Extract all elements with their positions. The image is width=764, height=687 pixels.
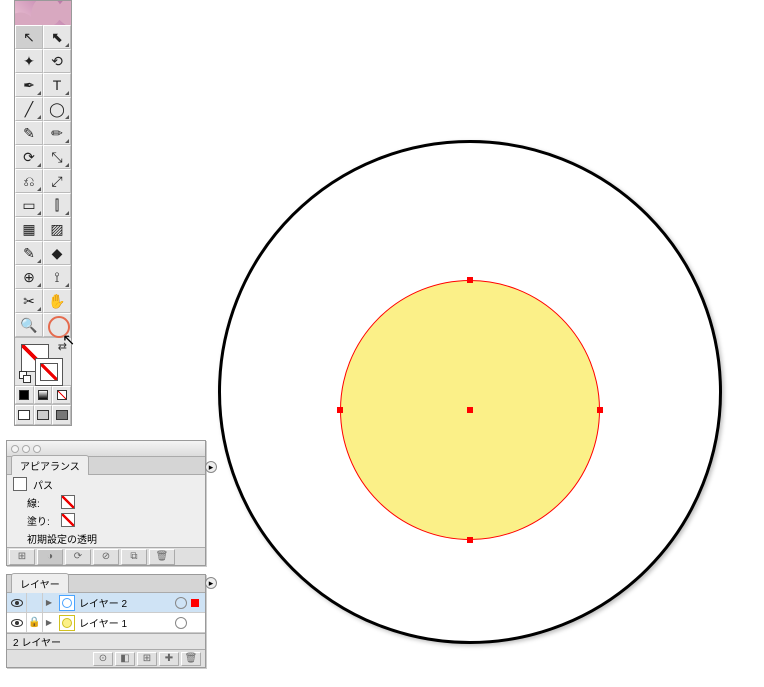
free-transform-tool[interactable]: ⤢ xyxy=(43,169,71,193)
stroke-swatch[interactable] xyxy=(35,358,63,386)
appearance-clear-button[interactable]: ⊘ xyxy=(93,549,119,565)
eyedropper-tool[interactable]: ✎ xyxy=(15,241,43,265)
appearance-duplicate-button[interactable]: ⧉ xyxy=(121,549,147,565)
screen-mode-row xyxy=(15,405,71,425)
default-fill-stroke-icon[interactable] xyxy=(19,371,31,383)
screen-mode-full[interactable] xyxy=(52,405,71,425)
selection-anchor[interactable] xyxy=(597,407,603,413)
layers-panel-footer: ⊙ ◧ ⊞ ✚ 🗑 xyxy=(7,649,205,667)
scale-tool[interactable]: ⤡ xyxy=(43,145,71,169)
layer-row[interactable]: ▶ レイヤー 2 xyxy=(7,593,205,613)
appearance-object-type: パス xyxy=(33,477,53,492)
toolbox-panel: ↖⬉✦⟲✒T╱◯✎✏⟳⤡⎌⤢▭⫿▦▨✎◆⊕⟟✂✋🔍 ⇄ xyxy=(14,0,72,426)
blend-tool[interactable]: ◆ xyxy=(43,241,71,265)
eye-icon xyxy=(11,599,23,607)
layer-name-label[interactable]: レイヤー 1 xyxy=(79,615,175,630)
appearance-panel-menu-icon[interactable]: ▸ xyxy=(205,461,217,473)
zoom-tool[interactable]: 🔍 xyxy=(15,313,43,337)
appearance-object-thumb xyxy=(13,477,27,491)
swap-fill-stroke-icon[interactable]: ⇄ xyxy=(58,340,67,353)
selection-anchor[interactable] xyxy=(467,277,473,283)
appearance-new-stroke-button[interactable]: ◑ xyxy=(37,549,63,565)
lasso-tool[interactable]: ⟲ xyxy=(43,49,71,73)
selection-tool[interactable]: ↖ xyxy=(15,25,43,49)
color-mode-solid[interactable] xyxy=(15,386,34,404)
appearance-stroke-swatch[interactable] xyxy=(61,495,75,509)
color-mode-gradient[interactable] xyxy=(34,386,53,404)
layers-delete-button[interactable]: 🗑 xyxy=(181,652,201,666)
appearance-new-fill-button[interactable]: ⊞ xyxy=(9,549,35,565)
gradient-tool[interactable]: ▨ xyxy=(43,217,71,241)
type-tool[interactable]: T xyxy=(43,73,71,97)
color-mode-none[interactable] xyxy=(52,386,71,404)
scissors-tool[interactable]: ✂ xyxy=(15,289,43,313)
screen-mode-full-menu[interactable] xyxy=(34,405,53,425)
line-tool[interactable]: ╱ xyxy=(15,97,43,121)
selection-anchor[interactable] xyxy=(337,407,343,413)
layer-selection-indicator xyxy=(191,619,199,627)
mesh-tool[interactable]: ▦ xyxy=(15,217,43,241)
layers-tab[interactable]: レイヤー xyxy=(11,573,69,593)
appearance-panel-footer: ⊞ ◑ ⟳ ⊘ ⧉ 🗑 xyxy=(7,547,205,565)
direct-selection-tool[interactable]: ⬉ xyxy=(43,25,71,49)
layer-disclosure-icon[interactable]: ▶ xyxy=(43,593,55,612)
warp-tool[interactable]: ⎌ xyxy=(15,169,43,193)
appearance-opacity-label: 初期設定の透明 xyxy=(27,531,97,546)
appearance-stroke-label: 線: xyxy=(27,495,55,510)
appearance-fill-swatch[interactable] xyxy=(61,513,75,527)
layer-lock-toggle[interactable] xyxy=(27,593,43,612)
layer-target-icon[interactable] xyxy=(175,617,187,629)
empty xyxy=(43,313,71,337)
color-mode-row xyxy=(15,385,71,405)
toolbox-header xyxy=(15,1,71,25)
layer-visibility-toggle[interactable] xyxy=(7,593,27,612)
appearance-fill-label: 塗り: xyxy=(27,513,55,528)
appearance-tab[interactable]: アピアランス xyxy=(11,455,89,475)
live-paint-tool[interactable]: ⊕ xyxy=(15,265,43,289)
layer-visibility-toggle[interactable] xyxy=(7,613,27,632)
magic-wand-tool[interactable]: ✦ xyxy=(15,49,43,73)
layer-lock-toggle[interactable]: 🔒 xyxy=(27,613,43,632)
layers-panel-menu-icon[interactable]: ▸ xyxy=(205,577,217,589)
pencil-tool[interactable]: ✏ xyxy=(43,121,71,145)
rotate-tool[interactable]: ⟳ xyxy=(15,145,43,169)
pen-tool[interactable]: ✒ xyxy=(15,73,43,97)
hand-tool[interactable]: ✋ xyxy=(43,289,71,313)
symbol-sprayer-tool[interactable]: ▭ xyxy=(15,193,43,217)
ellipse-tool[interactable]: ◯ xyxy=(43,97,71,121)
selection-anchor[interactable] xyxy=(467,537,473,543)
layers-new-layer-button[interactable]: ✚ xyxy=(159,652,179,666)
layer-target-icon[interactable] xyxy=(175,597,187,609)
layers-panel: レイヤー ▸ ▶レイヤー 2🔒▶レイヤー 1 2 レイヤー ⊙ ◧ ⊞ ✚ 🗑 xyxy=(6,574,206,668)
layer-selection-indicator xyxy=(191,599,199,607)
layer-thumbnail xyxy=(59,595,75,611)
selection-anchor[interactable] xyxy=(467,407,473,413)
layers-status-text: 2 レイヤー xyxy=(13,634,61,649)
layers-make-clip-button[interactable]: ◧ xyxy=(115,652,135,666)
layers-locate-button[interactable]: ⊙ xyxy=(93,652,113,666)
layer-row[interactable]: 🔒▶ レイヤー 1 xyxy=(7,613,205,633)
layers-new-sublayer-button[interactable]: ⊞ xyxy=(137,652,157,666)
layer-disclosure-icon[interactable]: ▶ xyxy=(43,613,55,632)
fill-stroke-area: ⇄ xyxy=(15,337,71,385)
screen-mode-normal[interactable] xyxy=(15,405,34,425)
appearance-panel: アピアランス ▸ パス 線: 塗り: 初期設定の透明 ⊞ ◑ ⟳ ⊘ ⧉ 🗑 xyxy=(6,440,206,566)
eye-icon xyxy=(11,619,23,627)
appearance-fx-button[interactable]: ⟳ xyxy=(65,549,91,565)
layer-thumbnail xyxy=(59,615,75,631)
appearance-delete-button[interactable]: 🗑 xyxy=(149,549,175,565)
layer-name-label[interactable]: レイヤー 2 xyxy=(79,595,175,610)
crop-tool[interactable]: ⟟ xyxy=(43,265,71,289)
graph-tool[interactable]: ⫿ xyxy=(43,193,71,217)
paintbrush-tool[interactable]: ✎ xyxy=(15,121,43,145)
